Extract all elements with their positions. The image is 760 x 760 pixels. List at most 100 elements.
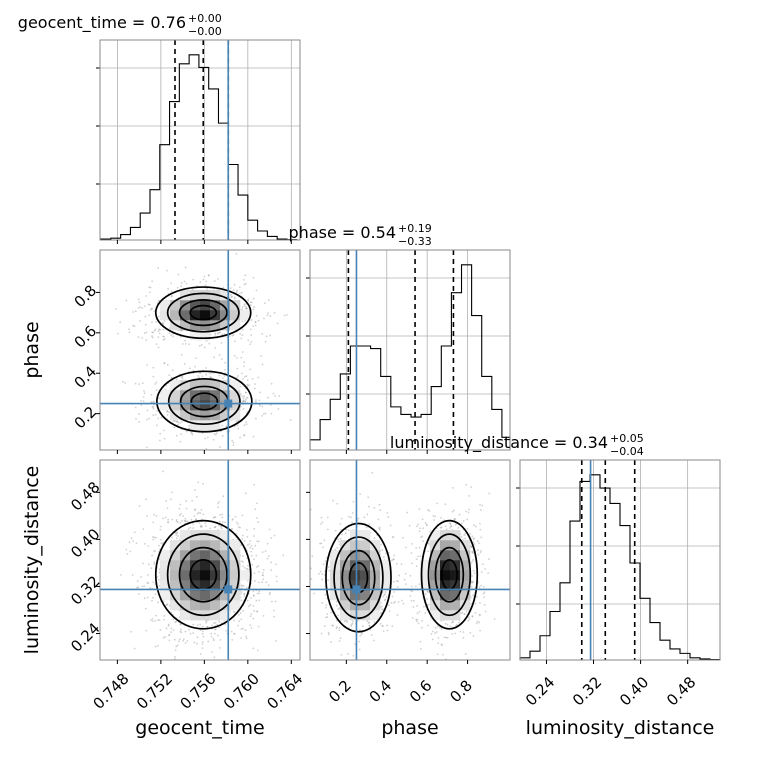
sample-point xyxy=(154,645,157,648)
sample-point xyxy=(440,526,443,529)
sample-point xyxy=(474,602,477,605)
sample-point xyxy=(232,441,235,444)
sample-point xyxy=(282,554,285,557)
sample-point xyxy=(166,363,169,366)
panel-frame xyxy=(99,249,301,451)
sample-point xyxy=(250,554,253,557)
sample-point xyxy=(352,500,355,503)
sample-point xyxy=(446,623,449,626)
sample-point xyxy=(243,539,246,542)
sample-point xyxy=(196,624,199,626)
sample-point xyxy=(244,398,247,401)
sample-point xyxy=(338,626,341,629)
sample-point xyxy=(451,621,453,624)
sample-point xyxy=(202,482,204,485)
density-cell xyxy=(360,600,371,611)
sample-point xyxy=(426,598,428,600)
sample-point xyxy=(240,599,243,602)
sample-point xyxy=(180,628,183,631)
sample-point xyxy=(441,663,443,665)
sample-point xyxy=(155,389,158,392)
sample-point xyxy=(395,579,398,582)
sample-point xyxy=(466,518,469,521)
hist-panel-geocent_time: geocent_time = 0.76 +0.00−0.00 xyxy=(18,12,301,244)
sample-point xyxy=(278,395,281,397)
sample-point xyxy=(251,563,254,566)
sample-point xyxy=(440,628,443,631)
sample-point xyxy=(346,621,349,624)
sample-point xyxy=(232,289,235,292)
sample-point xyxy=(479,522,481,525)
sample-point xyxy=(167,518,170,521)
sample-point xyxy=(214,347,217,349)
sample-point xyxy=(242,565,245,568)
density-cell xyxy=(200,560,211,571)
density-cell xyxy=(360,570,371,581)
sample-point xyxy=(344,532,347,535)
sample-point xyxy=(244,307,247,310)
sample-point xyxy=(285,313,288,316)
sample-point xyxy=(162,328,164,331)
sample-point xyxy=(201,432,204,435)
sample-point xyxy=(441,644,444,647)
sample-point xyxy=(178,616,181,619)
sample-point xyxy=(351,622,354,625)
sample-point xyxy=(474,525,477,528)
sample-point xyxy=(239,436,241,439)
sample-point xyxy=(179,422,181,424)
sample-point xyxy=(170,377,173,379)
sample-point xyxy=(477,553,480,556)
density-cell xyxy=(440,560,451,571)
contour-line xyxy=(178,546,228,603)
sample-point xyxy=(241,534,244,537)
sample-point xyxy=(465,510,468,513)
sample-point xyxy=(252,647,255,650)
sample-point xyxy=(231,638,234,641)
density-cell xyxy=(340,580,351,591)
sample-point xyxy=(343,620,346,623)
sample-point xyxy=(385,595,388,598)
density-cell xyxy=(190,600,201,611)
sample-point xyxy=(144,607,147,610)
sample-point xyxy=(379,528,381,531)
contour-line xyxy=(154,519,252,630)
sample-point xyxy=(472,538,475,540)
sample-point xyxy=(148,286,151,288)
sample-point xyxy=(266,557,269,560)
sample-point xyxy=(253,558,255,561)
density-cell xyxy=(330,550,341,561)
sample-point xyxy=(471,581,474,584)
density-cell xyxy=(200,290,211,301)
sample-point xyxy=(239,612,242,614)
sample-point xyxy=(337,660,339,662)
sample-point xyxy=(443,636,446,639)
hist-panel-luminosity_distance: luminosity_distance = 0.34 +0.05−0.04 xyxy=(390,432,721,664)
sample-point xyxy=(481,563,484,566)
sample-point xyxy=(340,653,343,656)
density-cell xyxy=(440,570,451,581)
sample-point xyxy=(165,500,168,502)
sample-point xyxy=(175,645,178,648)
sample-point xyxy=(152,414,155,417)
sample-point xyxy=(156,424,158,427)
sample-point xyxy=(190,431,193,434)
sample-point xyxy=(145,418,148,421)
density-cell xyxy=(350,610,361,621)
sample-point xyxy=(339,537,342,540)
sample-point xyxy=(428,509,431,512)
sample-point xyxy=(393,558,395,561)
density-cell xyxy=(190,290,201,301)
sample-point xyxy=(219,647,221,649)
sample-point xyxy=(451,621,454,624)
sample-point xyxy=(186,520,189,523)
sample-point xyxy=(367,622,370,624)
sample-point xyxy=(256,610,259,613)
density-cell xyxy=(370,590,381,601)
sample-point xyxy=(326,613,329,615)
sample-point xyxy=(328,569,331,572)
sample-point xyxy=(435,631,438,633)
sample-point xyxy=(402,536,404,539)
sample-point xyxy=(414,585,417,588)
sample-point xyxy=(401,599,403,602)
sample-point xyxy=(351,620,354,623)
